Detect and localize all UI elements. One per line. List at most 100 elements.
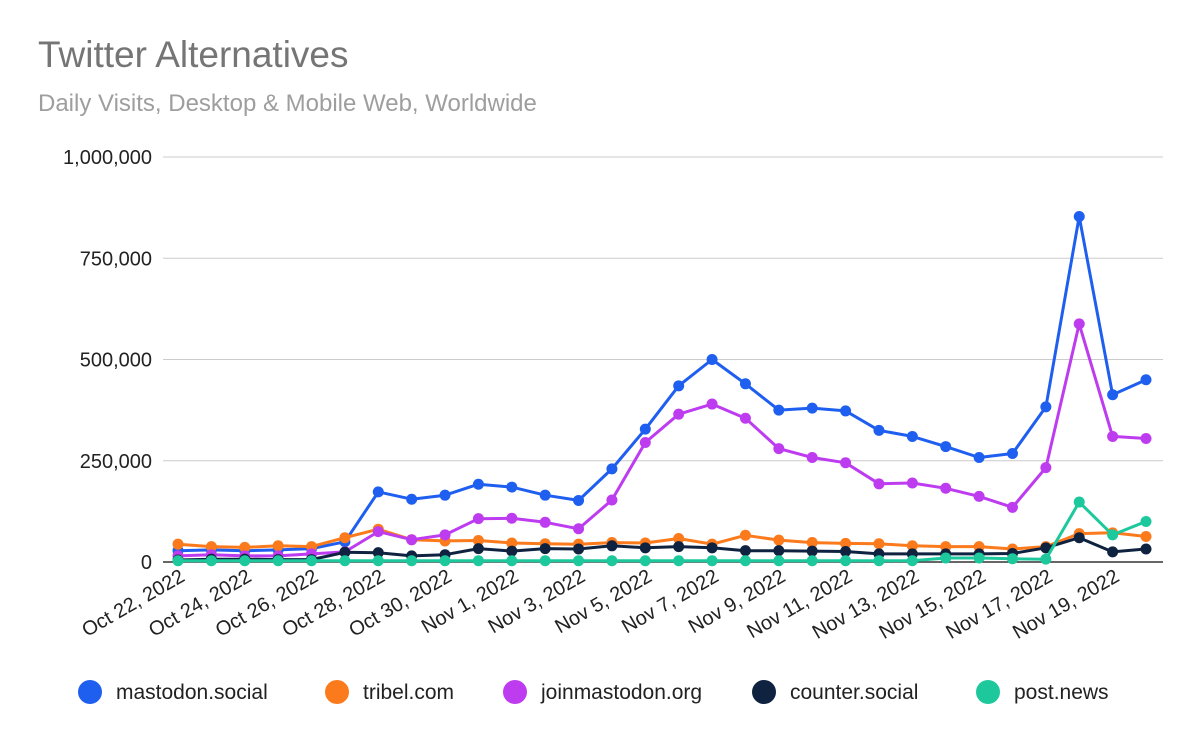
y-axis-ticks: 0 250,000 500,000 750,000 1,000,000: [63, 147, 152, 574]
data-point: [906, 430, 918, 442]
data-point: [840, 457, 852, 469]
data-point: [706, 354, 718, 365]
data-point: [339, 532, 351, 544]
data-point: [906, 555, 918, 567]
data-point: [1107, 389, 1119, 401]
legend-label: joinmastodon.org: [540, 681, 702, 704]
data-point: [439, 489, 451, 501]
legend-item: tribel.com: [325, 680, 454, 704]
data-point: [940, 552, 952, 564]
data-point: [539, 543, 551, 555]
data-point: [1107, 430, 1119, 442]
data-point: [673, 408, 685, 420]
data-point: [272, 540, 284, 552]
data-point: [873, 538, 885, 550]
series-line: [176, 527, 1148, 551]
data-point: [1040, 542, 1052, 554]
data-point: [573, 555, 585, 567]
series-line: [176, 322, 1148, 558]
data-point: [906, 540, 918, 552]
data-point: [840, 405, 852, 417]
data-point: [239, 555, 251, 567]
legend-item: counter.social: [752, 680, 918, 704]
data-point: [773, 555, 785, 567]
data-point: [339, 546, 351, 558]
data-point: [873, 478, 885, 490]
data-point: [639, 437, 651, 449]
data-point: [940, 482, 952, 494]
data-point: [706, 398, 718, 410]
data-point: [973, 490, 985, 502]
legend-label: post.news: [1014, 681, 1109, 704]
chart-subtitle: Daily Visits, Desktop & Mobile Web, Worl…: [38, 90, 537, 117]
data-point: [739, 529, 751, 541]
data-point: [1040, 462, 1052, 474]
legend-swatch: [78, 680, 102, 704]
data-point: [606, 555, 618, 567]
data-point: [1073, 318, 1085, 330]
data-point: [806, 402, 818, 414]
data-point: [205, 541, 217, 553]
data-point: [539, 555, 551, 567]
data-point: [372, 486, 384, 498]
data-point: [1140, 432, 1152, 444]
data-point: [1073, 532, 1085, 544]
legend-label: mastodon.social: [116, 681, 268, 704]
data-point: [673, 533, 685, 545]
data-point: [639, 542, 651, 554]
data-point: [1140, 543, 1152, 555]
y-tick-label: 750,000: [80, 248, 152, 270]
data-point: [506, 481, 518, 493]
series-line: [176, 500, 1148, 563]
data-point: [706, 542, 718, 554]
legend-label: counter.social: [790, 681, 918, 704]
legend-label: tribel.com: [363, 681, 454, 704]
data-point: [806, 555, 818, 567]
data-point: [406, 534, 418, 546]
chart-title: Twitter Alternatives: [38, 34, 349, 75]
data-point: [739, 555, 751, 567]
data-point: [673, 380, 685, 392]
data-point: [940, 441, 952, 453]
data-point: [506, 545, 518, 557]
legend-swatch: [976, 680, 1000, 704]
data-point: [372, 555, 384, 567]
legend: mastodon.social tribel.com joinmastodon.or…: [78, 680, 1109, 704]
data-point: [1006, 501, 1018, 513]
series-joinmastodon-org: [172, 318, 1152, 562]
data-point: [906, 477, 918, 489]
data-point: [606, 463, 618, 475]
data-point: [1140, 516, 1152, 527]
data-point: [840, 555, 852, 567]
series-lines: [172, 211, 1152, 567]
data-point: [873, 555, 885, 567]
data-point: [1107, 546, 1119, 558]
legend-item: joinmastodon.org: [503, 680, 702, 704]
data-point: [606, 494, 618, 506]
legend-swatch: [752, 680, 776, 704]
data-point: [1073, 496, 1085, 508]
data-point: [172, 555, 184, 567]
data-point: [306, 555, 318, 567]
series-post-news: [172, 496, 1152, 567]
data-point: [573, 523, 585, 535]
data-point: [539, 489, 551, 501]
data-point: [773, 404, 785, 416]
data-point: [1107, 529, 1119, 541]
data-point: [372, 547, 384, 559]
data-point: [1006, 553, 1018, 565]
data-point: [973, 452, 985, 464]
data-point: [472, 513, 484, 525]
data-point: [806, 537, 818, 549]
data-point: [506, 555, 518, 567]
data-point: [472, 478, 484, 490]
data-point: [472, 555, 484, 567]
y-tick-label: 1,000,000: [63, 147, 152, 169]
data-point: [973, 552, 985, 564]
data-point: [573, 543, 585, 555]
data-point: [506, 537, 518, 549]
data-point: [739, 412, 751, 424]
y-tick-label: 0: [141, 552, 152, 574]
gridlines: [163, 156, 1163, 563]
data-point: [1040, 553, 1052, 565]
